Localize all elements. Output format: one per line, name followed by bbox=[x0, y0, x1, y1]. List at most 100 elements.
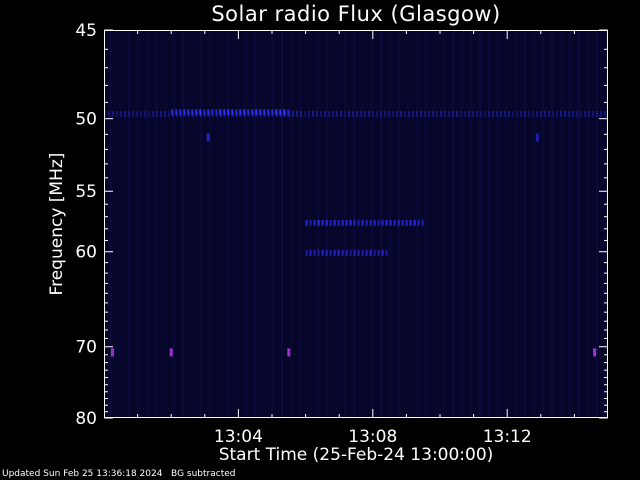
signal-band-segment bbox=[175, 109, 177, 115]
signal-spot bbox=[207, 133, 210, 141]
signal-band-segment bbox=[239, 109, 241, 115]
signal-band-segment bbox=[366, 220, 368, 226]
background-streak bbox=[479, 32, 481, 416]
signal-band-segment bbox=[308, 111, 310, 117]
signal-band-segment bbox=[108, 111, 110, 117]
background-streak bbox=[137, 32, 139, 416]
signal-band-segment bbox=[183, 109, 185, 115]
background-streak bbox=[551, 32, 553, 416]
signal-band-segment bbox=[211, 109, 213, 115]
signal-band-segment bbox=[306, 250, 308, 256]
signal-band-segment bbox=[160, 111, 162, 117]
signal-band-segment bbox=[314, 250, 316, 256]
signal-band-segment bbox=[306, 220, 308, 226]
signal-band-segment bbox=[356, 111, 358, 117]
signal-band-segment bbox=[370, 220, 372, 226]
background-streak bbox=[128, 32, 130, 416]
signal-band-segment bbox=[436, 111, 438, 117]
signal-band-segment bbox=[568, 111, 570, 117]
signal-band-segment bbox=[386, 250, 388, 256]
signal-band-segment bbox=[318, 220, 320, 226]
signal-band-segment bbox=[532, 111, 534, 117]
background-streak bbox=[443, 32, 445, 416]
background-streak bbox=[596, 32, 598, 416]
signal-band-segment bbox=[418, 220, 420, 226]
signal-band-segment bbox=[414, 220, 416, 226]
signal-band-segment bbox=[300, 111, 302, 117]
signal-band-segment bbox=[148, 111, 150, 117]
background-streak bbox=[182, 32, 184, 416]
background-streak bbox=[497, 32, 499, 416]
signal-band-segment bbox=[296, 111, 298, 117]
signal-band-segment bbox=[336, 111, 338, 117]
signal-band-segment bbox=[374, 220, 376, 226]
signal-band-segment bbox=[187, 109, 189, 115]
signal-band-segment bbox=[326, 220, 328, 226]
signal-band-segment bbox=[488, 111, 490, 117]
signal-band-segment bbox=[468, 111, 470, 117]
signal-band-segment bbox=[576, 111, 578, 117]
signal-band-segment bbox=[328, 111, 330, 117]
signal-band-segment bbox=[388, 111, 390, 117]
signal-spot bbox=[536, 133, 539, 141]
signal-band-segment bbox=[410, 220, 412, 226]
background-streak bbox=[587, 32, 589, 416]
signal-band-segment bbox=[552, 111, 554, 117]
background-streak bbox=[281, 32, 283, 416]
background-streak bbox=[200, 32, 202, 416]
signal-band-segment bbox=[124, 111, 126, 117]
background-streak bbox=[245, 32, 247, 416]
signal-band-segment bbox=[378, 250, 380, 256]
signal-band-segment bbox=[215, 109, 217, 115]
signal-spot bbox=[170, 348, 173, 356]
signal-band-segment bbox=[398, 220, 400, 226]
background-streak bbox=[452, 32, 454, 416]
signal-band-segment bbox=[271, 109, 273, 115]
signal-band-segment bbox=[251, 109, 253, 115]
signal-band-segment bbox=[199, 109, 201, 115]
signal-band-segment bbox=[456, 111, 458, 117]
signal-band-segment bbox=[544, 111, 546, 117]
signal-band-segment bbox=[500, 111, 502, 117]
signal-band-segment bbox=[168, 111, 170, 117]
signal-band-segment bbox=[396, 111, 398, 117]
signal-band-segment bbox=[358, 250, 360, 256]
signal-band-segment bbox=[344, 111, 346, 117]
signal-band-segment bbox=[402, 220, 404, 226]
signal-band-segment bbox=[330, 220, 332, 226]
y-tick-label: 50 bbox=[75, 110, 97, 130]
background-streak bbox=[263, 32, 265, 416]
signal-band-segment bbox=[422, 220, 424, 226]
signal-band-segment bbox=[342, 250, 344, 256]
signal-band-segment bbox=[484, 111, 486, 117]
signal-band-segment bbox=[191, 109, 193, 115]
signal-band-segment bbox=[382, 250, 384, 256]
signal-band-segment bbox=[179, 109, 181, 115]
signal-band-segment bbox=[424, 111, 426, 117]
background-streak bbox=[191, 32, 193, 416]
signal-band-segment bbox=[412, 111, 414, 117]
signal-band-segment bbox=[195, 109, 197, 115]
signal-band-segment bbox=[420, 111, 422, 117]
updated-timestamp: Updated Sun Feb 25 13:36:18 2024 bbox=[2, 469, 162, 479]
background-streak bbox=[605, 32, 607, 416]
signal-band-segment bbox=[416, 111, 418, 117]
signal-band-segment bbox=[346, 250, 348, 256]
background-streak bbox=[434, 32, 436, 416]
signal-band-segment bbox=[340, 111, 342, 117]
background-streak bbox=[209, 32, 211, 416]
signal-spot bbox=[111, 348, 114, 356]
signal-band-segment bbox=[223, 109, 225, 115]
x-tick-label: 13:12 bbox=[483, 427, 532, 447]
background-streak bbox=[515, 32, 517, 416]
signal-band-segment bbox=[332, 111, 334, 117]
background-streak bbox=[461, 32, 463, 416]
signal-band-segment bbox=[386, 220, 388, 226]
signal-band-segment bbox=[318, 250, 320, 256]
signal-band-segment bbox=[267, 109, 269, 115]
signal-band-segment bbox=[322, 220, 324, 226]
signal-band-segment bbox=[368, 111, 370, 117]
signal-band-segment bbox=[572, 111, 574, 117]
signal-band-segment bbox=[390, 220, 392, 226]
signal-band-segment bbox=[314, 220, 316, 226]
